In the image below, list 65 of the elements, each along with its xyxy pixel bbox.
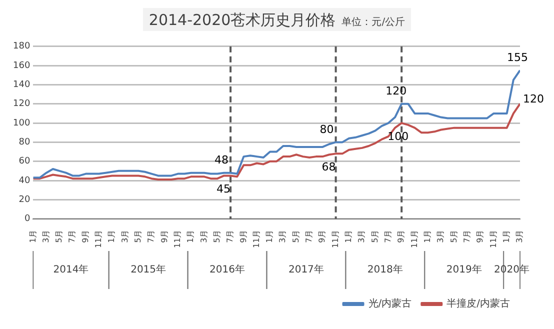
text: 2015年 [130,264,166,276]
x-tick-label: 3月 [41,230,50,243]
legend-label: 半撞皮/内蒙古 [446,298,510,310]
x-tick-label: 1月 [28,230,38,243]
data-label: 45 [216,182,231,196]
x-tick-label: 7月 [226,230,235,243]
y-tick-label: 180 [12,42,30,52]
x-tick-label: 5月 [212,230,222,243]
x-tick-label: 1月 [186,230,196,243]
x-tick-label: 5月 [134,230,143,243]
x-tick-label: 11月 [94,230,104,248]
x-tick-label: 11月 [172,230,182,248]
x-tick-label: 9月 [160,230,169,243]
x-tick-label: 5月 [291,230,300,243]
data-label: 120 [523,92,544,106]
x-tick-label: 3月 [436,230,446,243]
x-tick-label: 7月 [146,230,156,243]
x-tick-label: 11月 [410,230,419,248]
x-tick-label: 1月 [265,230,274,243]
y-tick-label: 40 [18,176,30,186]
x-tick-label: 11月 [330,230,340,248]
chart-subtitle: 单位：元/公斤 [342,17,406,28]
y-tick-label: 60 [18,156,30,167]
x-tick-label: 3月 [278,230,288,243]
text: 2018年 [367,264,403,276]
data-label: 80 [320,123,334,136]
x-tick-label: 1月 [344,230,354,243]
text: 2016年 [210,264,245,276]
x-tick-label: 1月 [107,230,116,243]
data-label: 68 [322,160,336,174]
text: 2017年 [288,264,324,276]
x-tick-label: 5月 [449,230,458,243]
x-tick-label: 3月 [199,230,208,243]
chart-title: 2014-2020苍术历史月价格 [148,11,336,29]
y-tick-label: 0 [24,214,30,224]
legend-label: 光/内蒙古 [368,298,412,310]
y-tick-label: 160 [12,60,30,71]
x-tick-label: 9月 [396,230,406,243]
x-tick-label: 7月 [304,230,314,243]
x-tick-label: 1月 [502,230,511,243]
y-tick-label: 80 [18,138,30,148]
x-tick-label: 11月 [488,230,498,248]
x-tick-label: 9月 [238,230,248,243]
x-tick-label: 7月 [462,230,472,243]
data-label: 120 [386,84,407,98]
y-tick-label: 140 [12,80,30,90]
x-tick-label: 3月 [357,230,366,243]
data-label: 155 [507,51,528,64]
y-tick-label: 120 [12,99,30,110]
x-tick-label: 9月 [80,230,90,243]
x-tick-label: 5月 [54,230,64,243]
y-tick-label: 100 [12,118,30,128]
x-tick-label: 3月 [515,230,524,243]
x-tick-label: 9月 [318,230,327,243]
text: 2014年 [53,264,89,276]
x-tick-label: 7月 [68,230,77,243]
x-tick-label: 7月 [384,230,393,243]
y-tick-label: 20 [18,195,30,206]
x-tick-label: 5月 [370,230,380,243]
x-tick-label: 11月 [252,230,261,248]
text: 2019年 [446,264,482,276]
x-tick-label: 9月 [476,230,485,243]
x-tick-label: 3月 [120,230,130,243]
x-tick-label: 1月 [422,230,432,243]
data-label: 48 [214,154,229,167]
